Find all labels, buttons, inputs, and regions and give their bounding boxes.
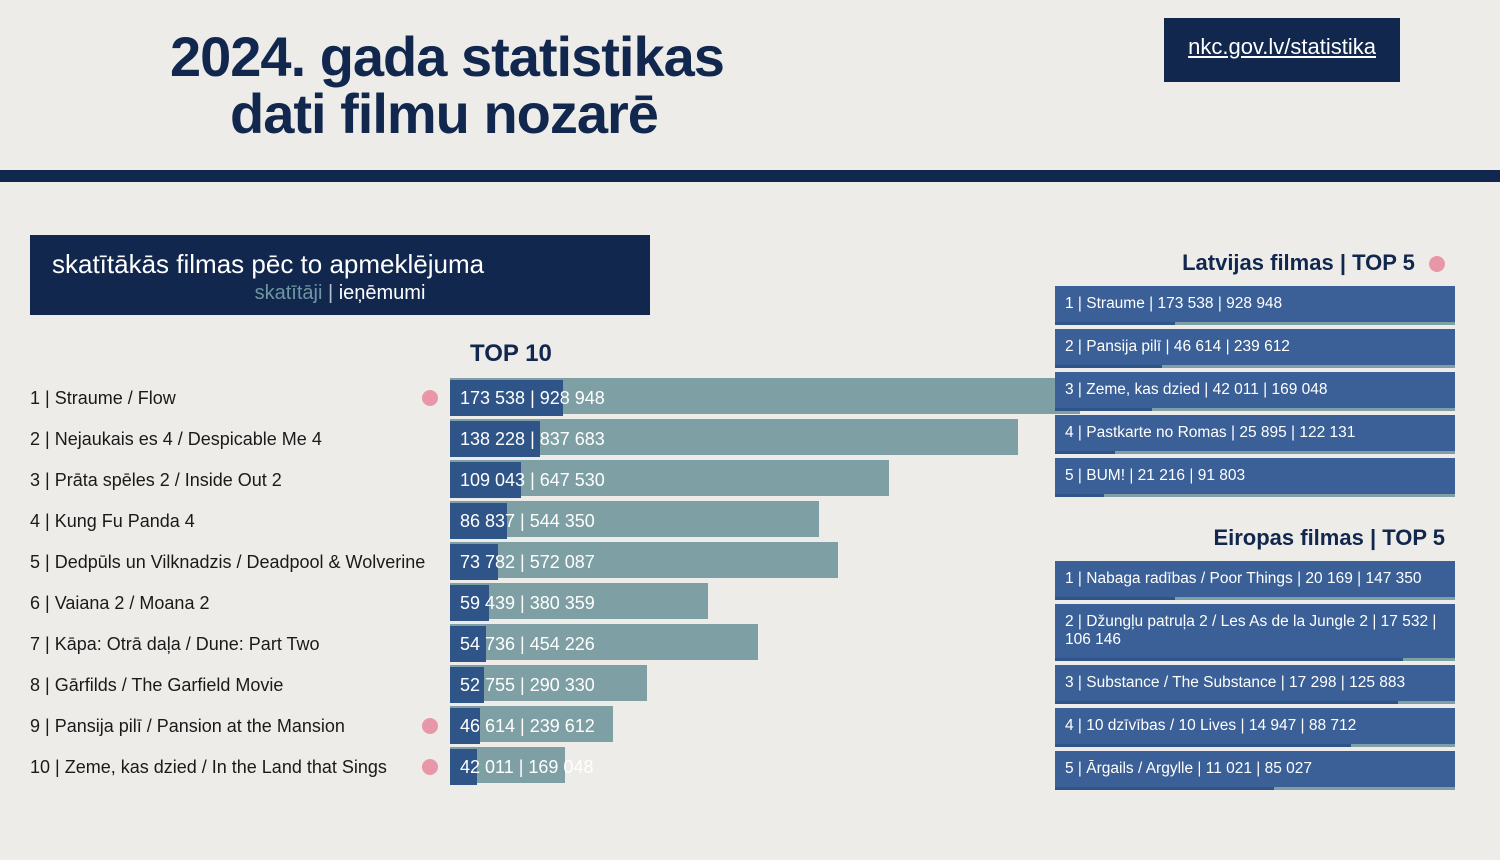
top10-chart: 1 | Straume / Flow173 538 | 928 9482 | N… — [30, 378, 1060, 788]
section-title: skatītākās filmas pēc to apmeklējuma — [52, 249, 628, 280]
row-label: 7 | Kāpa: Otrā daļa / Dune: Part Two — [30, 624, 320, 664]
top10-row: 10 | Zeme, kas dzied / In the Land that … — [30, 747, 1060, 787]
top10-row: 4 | Kung Fu Panda 4 86 837 | 544 350 — [30, 501, 1060, 541]
top10-row: 3 | Prāta spēles 2 / Inside Out 2 109 043… — [30, 460, 1060, 500]
row-label: 3 | Prāta spēles 2 / Inside Out 2 — [30, 460, 282, 500]
top10-row: 6 | Vaiana 2 / Moana 2 59 439 | 380 359 — [30, 583, 1060, 623]
side-viewers-underline — [1055, 408, 1152, 411]
top10-row: 9 | Pansija pilī / Pansion at the Mansio… — [30, 706, 1060, 746]
side-row: 1 | Straume | 173 538 | 928 948 — [1055, 286, 1455, 325]
latvian-top5-title: Latvijas filmas | TOP 5 — [1055, 250, 1455, 276]
bar-values: 54 736 | 454 226 — [460, 626, 595, 662]
side-viewers-underline — [1055, 322, 1175, 325]
side-viewers-underline — [1055, 451, 1115, 454]
side-row: 2 | Pansija pilī | 46 614 | 239 612 — [1055, 329, 1455, 368]
row-label: 1 | Straume / Flow — [30, 378, 176, 418]
latvian-marker-icon — [422, 759, 438, 775]
legend-sep: | — [322, 282, 338, 304]
section-legend: skatītāji | ieņēmumi — [52, 282, 628, 305]
european-top5-panel: Eiropas filmas | TOP 5 1 | Nabaga radība… — [1055, 525, 1455, 794]
title-line2: dati filmu nozarē — [170, 85, 724, 142]
row-label: 9 | Pansija pilī / Pansion at the Mansio… — [30, 706, 345, 746]
pink-dot-icon — [1429, 256, 1445, 272]
top10-row: 8 | Gārfilds / The Garfield Movie 52 755 … — [30, 665, 1060, 705]
side-viewers-underline — [1055, 597, 1175, 600]
row-label: 5 | Dedpūls un Vilknadzis / Deadpool & W… — [30, 542, 425, 582]
top10-row: 2 | Nejaukais es 4 / Despicable Me 4 138 … — [30, 419, 1060, 459]
header-divider — [0, 170, 1500, 182]
bar-values: 42 011 | 169 048 — [460, 749, 593, 785]
legend-viewers: skatītāji — [255, 282, 323, 304]
bar-values: 46 614 | 239 612 — [460, 708, 595, 744]
title-line1: 2024. gada statistikas — [170, 28, 724, 85]
top10-row: 1 | Straume / Flow 173 538 | 928 948 — [30, 378, 1060, 418]
european-top5-title: Eiropas filmas | TOP 5 — [1055, 525, 1455, 551]
bar-values: 86 837 | 544 350 — [460, 503, 595, 539]
side-viewers-underline — [1055, 787, 1274, 790]
side-row: 2 | Džungļu patruļa 2 / Les As de la Jun… — [1055, 604, 1455, 661]
side-viewers-underline — [1055, 658, 1403, 661]
row-label: 2 | Nejaukais es 4 / Despicable Me 4 — [30, 419, 322, 459]
side-viewers-underline — [1055, 365, 1162, 368]
legend-revenue: ieņēmumi — [339, 282, 426, 304]
top10-row: 5 | Dedpūls un Vilknadzis / Deadpool & W… — [30, 542, 1060, 582]
side-row: 4 | 10 dzīvības / 10 Lives | 14 947 | 88… — [1055, 708, 1455, 747]
latvian-marker-icon — [422, 390, 438, 406]
side-viewers-underline — [1055, 744, 1351, 747]
side-row: 3 | Zeme, kas dzied | 42 011 | 169 048 — [1055, 372, 1455, 411]
side-row: 5 | BUM! | 21 216 | 91 803 — [1055, 458, 1455, 497]
bar-values: 59 439 | 380 359 — [460, 585, 595, 621]
top10-row: 7 | Kāpa: Otrā daļa / Dune: Part Two 54 7… — [30, 624, 1060, 664]
side-row: 3 | Substance / The Substance | 17 298 |… — [1055, 665, 1455, 704]
side-row: 1 | Nabaga radības / Poor Things | 20 16… — [1055, 561, 1455, 600]
source-url: nkc.gov.lv/statistika — [1188, 34, 1376, 59]
row-label: 6 | Vaiana 2 / Moana 2 — [30, 583, 209, 623]
page-title: 2024. gada statistikas dati filmu nozarē — [170, 28, 724, 142]
side-viewers-underline — [1055, 494, 1104, 497]
side-viewers-underline — [1055, 701, 1398, 704]
row-label: 8 | Gārfilds / The Garfield Movie — [30, 665, 283, 705]
side-row: 5 | Ārgails / Argylle | 11 021 | 85 027 — [1055, 751, 1455, 790]
section-title-box: skatītākās filmas pēc to apmeklējuma ska… — [30, 235, 650, 315]
row-label: 4 | Kung Fu Panda 4 — [30, 501, 195, 541]
side-row: 4 | Pastkarte no Romas | 25 895 | 122 13… — [1055, 415, 1455, 454]
bar-values: 173 538 | 928 948 — [460, 380, 605, 416]
top10-label: TOP 10 — [470, 340, 552, 368]
row-label: 10 | Zeme, kas dzied / In the Land that … — [30, 747, 387, 787]
bar-values: 109 043 | 647 530 — [460, 462, 605, 498]
bar-values: 138 228 | 837 683 — [460, 421, 605, 457]
latvian-marker-icon — [422, 718, 438, 734]
bar-values: 73 782 | 572 087 — [460, 544, 595, 580]
bar-values: 52 755 | 290 330 — [460, 667, 595, 703]
latvian-top5-panel: Latvijas filmas | TOP 5 1 | Straume | 17… — [1055, 250, 1455, 501]
source-url-box[interactable]: nkc.gov.lv/statistika — [1164, 18, 1400, 82]
